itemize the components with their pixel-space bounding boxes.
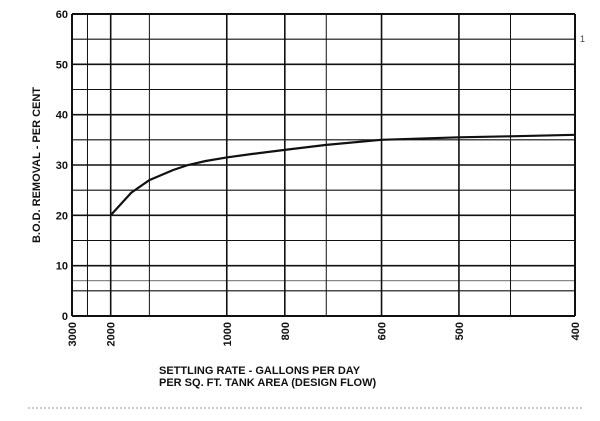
y-tick-label: 40	[56, 110, 68, 122]
y-tick-label: 20	[56, 210, 68, 222]
x-axis-label-line2: PER SQ. FT. TANK AREA (DESIGN FLOW)	[159, 377, 376, 389]
x-tick-label: 500	[454, 322, 466, 340]
x-tick-labels: 3000 2000 1000 800 600 500 400	[67, 322, 582, 346]
y-tick-label: 10	[56, 261, 68, 273]
y-tick-label: 50	[56, 59, 68, 71]
x-tick-label: 600	[377, 322, 389, 340]
x-tick-label: 1000	[222, 322, 234, 346]
y-axis-label: B.O.D. REMOVAL - PER CENT	[31, 87, 43, 243]
x-tick-label: 400	[570, 322, 582, 340]
y-tick-labels: 0 10 20 30 40 50 60	[56, 9, 68, 323]
y-tick-label: 30	[56, 160, 68, 172]
x-tick-label: 3000	[67, 322, 79, 346]
x-axis-label-line1: SETTLING RATE - GALLONS PER DAY	[159, 365, 361, 377]
y-tick-label: 0	[62, 311, 68, 323]
bod-removal-curve	[109, 133, 576, 217]
stray-mark: 1	[580, 34, 585, 44]
y-tick-label: 60	[56, 9, 68, 21]
x-tick-label: 2000	[106, 322, 118, 346]
x-tick-label: 800	[280, 322, 292, 340]
grid	[71, 13, 576, 317]
